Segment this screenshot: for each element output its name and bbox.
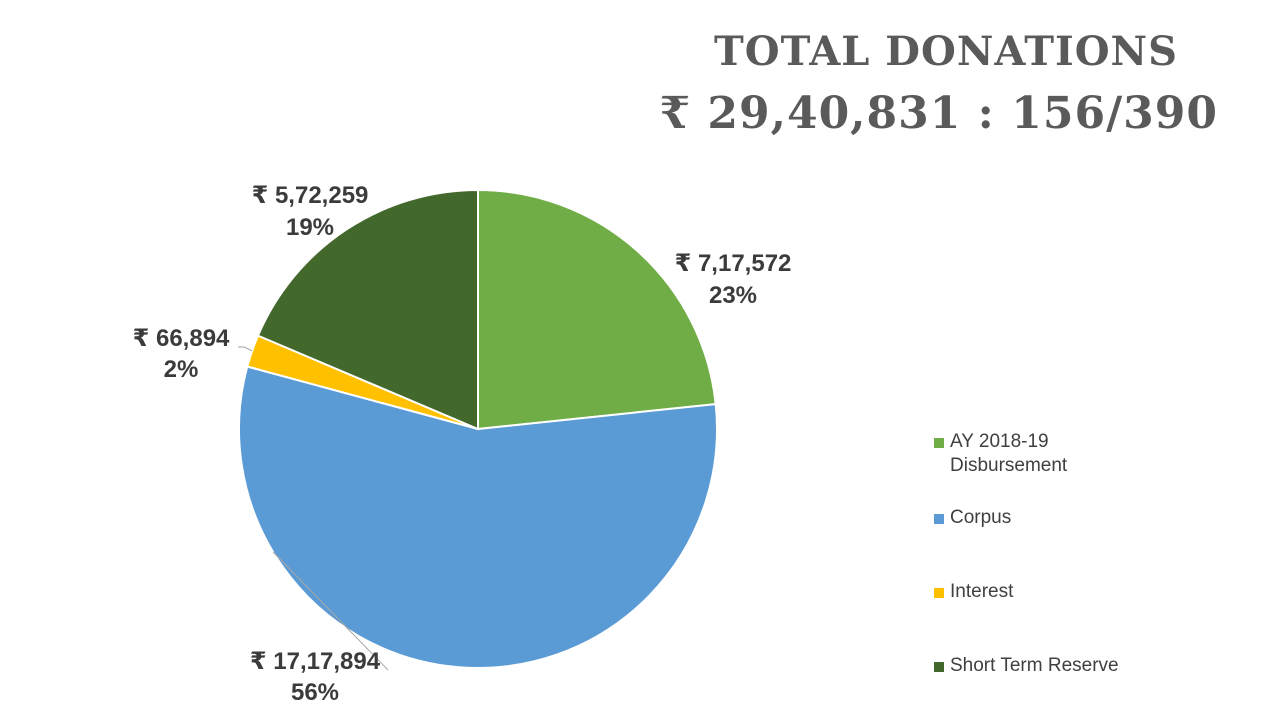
pie-slice-disbursement [477, 188, 717, 431]
percent-label-corpus: 56% [291, 679, 339, 706]
value-label-interest: ₹ 66,894 [133, 325, 230, 352]
legend-item-corpus: Corpus [934, 506, 1194, 530]
legend-swatch-interest [934, 588, 944, 598]
legend-swatch-corpus [934, 514, 944, 524]
legend-swatch-short-term-reserve [934, 662, 944, 672]
percent-label-interest: 2% [164, 356, 199, 383]
pie-slice-short-term-reserve [256, 188, 479, 431]
legend-label-disbursement-line2: Disbursement [950, 455, 1068, 476]
pie-slice-corpus [238, 365, 718, 669]
legend-item-short-term-reserve: Short Term Reserve [934, 654, 1194, 678]
legend-label-interest: Interest [950, 581, 1014, 602]
percent-label-short-term-reserve: 19% [286, 214, 334, 241]
legend-label-disbursement: AY 2018-19 Disbursement [950, 430, 1067, 478]
legend-swatch-disbursement [934, 438, 944, 448]
legend-item-disbursement: AY 2018-19 Disbursement [934, 430, 1194, 478]
legend-label-short-term-reserve: Short Term Reserve [950, 655, 1119, 676]
percent-label-disbursement: 23% [709, 282, 757, 309]
legend-item-interest: Interest [934, 580, 1194, 604]
chart-title: TOTAL DONATIONS [714, 28, 1178, 75]
legend-label-disbursement-line1: AY 2018-19 [950, 431, 1049, 452]
value-label-disbursement: ₹ 7,17,572 [675, 250, 792, 277]
chart-subtitle: ₹ 29,40,831 : 156/390 [659, 88, 1218, 139]
value-label-short-term-reserve: ₹ 5,72,259 [252, 182, 369, 209]
legend-label-corpus: Corpus [950, 507, 1012, 528]
leader-line [238, 346, 253, 352]
value-label-corpus: ₹ 17,17,894 [250, 648, 381, 675]
pie-slices [238, 188, 718, 669]
data-labels: ₹ 7,17,572 23% ₹ 17,17,894 56% ₹ 66,894 2% ₹ 5… [133, 182, 792, 706]
leader-line [272, 551, 389, 671]
